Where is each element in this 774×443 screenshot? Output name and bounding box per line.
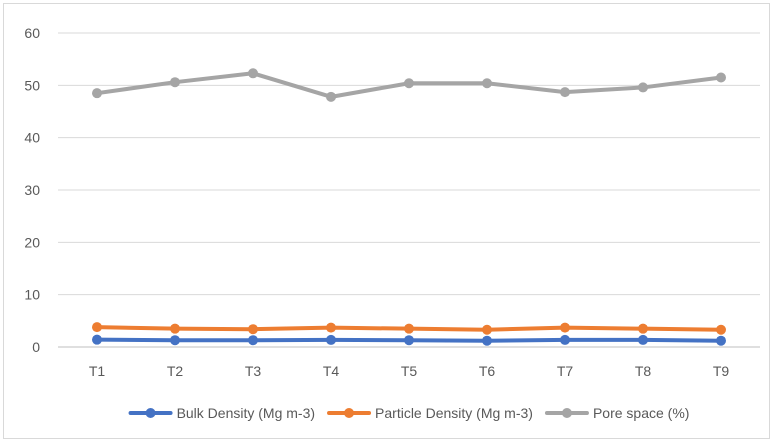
data-point — [482, 324, 492, 335]
data-point — [92, 334, 102, 345]
data-point — [170, 323, 180, 334]
data-point — [170, 335, 180, 346]
x-axis-tick-labels: T1 T2 T3 T4 T5 T6 T7 T8 T9 — [89, 363, 730, 379]
legend-item: Particle Density (Mg m-3) — [327, 405, 533, 421]
data-point — [404, 335, 414, 346]
x-tick-label: T5 — [401, 363, 418, 379]
legend-swatch-marker — [344, 408, 355, 418]
series-lines — [92, 68, 726, 346]
data-point — [716, 324, 726, 335]
y-axis-tick-labels: 0 10 20 30 40 50 60 — [24, 25, 40, 355]
legend-swatch-marker — [145, 408, 156, 418]
data-point — [170, 77, 180, 88]
data-point — [638, 323, 648, 334]
data-point — [404, 78, 414, 89]
y-tick-label: 10 — [24, 287, 40, 303]
data-point — [404, 323, 414, 334]
data-point — [482, 335, 492, 346]
data-point — [716, 72, 726, 83]
y-tick-label: 30 — [24, 182, 40, 198]
x-tick-label: T2 — [167, 363, 184, 379]
data-point — [716, 335, 726, 346]
series-3 — [92, 68, 726, 102]
data-point — [560, 87, 570, 98]
x-tick-label: T3 — [245, 363, 262, 379]
x-tick-label: T9 — [713, 363, 730, 379]
data-point — [638, 334, 648, 345]
data-point — [326, 334, 336, 345]
data-point — [248, 68, 258, 79]
data-point — [326, 91, 336, 102]
data-point — [92, 88, 102, 99]
legend-label: Particle Density (Mg m-3) — [375, 405, 533, 421]
legend-label: Bulk Density (Mg m-3) — [177, 405, 315, 421]
chart-area — [3, 3, 770, 439]
series-1 — [92, 334, 726, 346]
data-point — [248, 324, 258, 335]
data-point — [560, 334, 570, 345]
data-point — [560, 322, 570, 333]
y-tick-label: 50 — [24, 77, 40, 93]
legend: Bulk Density (Mg m-3) Particle Density (M… — [128, 405, 689, 421]
y-tick-label: 20 — [24, 234, 40, 250]
data-point — [248, 335, 258, 346]
data-point — [482, 78, 492, 89]
legend-swatch-marker — [561, 408, 572, 418]
y-tick-label: 40 — [24, 130, 40, 146]
x-tick-label: T8 — [635, 363, 652, 379]
legend-item: Pore space (%) — [544, 405, 689, 421]
y-tick-label: 0 — [32, 339, 40, 355]
data-point — [638, 82, 648, 93]
data-point — [92, 322, 102, 333]
data-point — [326, 322, 336, 333]
x-tick-label: T1 — [89, 363, 106, 379]
legend-label: Pore space (%) — [593, 405, 689, 421]
series-2 — [92, 322, 726, 335]
x-tick-label: T7 — [557, 363, 574, 379]
legend-item: Bulk Density (Mg m-3) — [128, 405, 315, 421]
y-tick-label: 60 — [24, 25, 40, 41]
x-tick-label: T4 — [323, 363, 340, 379]
x-tick-label: T6 — [479, 363, 496, 379]
